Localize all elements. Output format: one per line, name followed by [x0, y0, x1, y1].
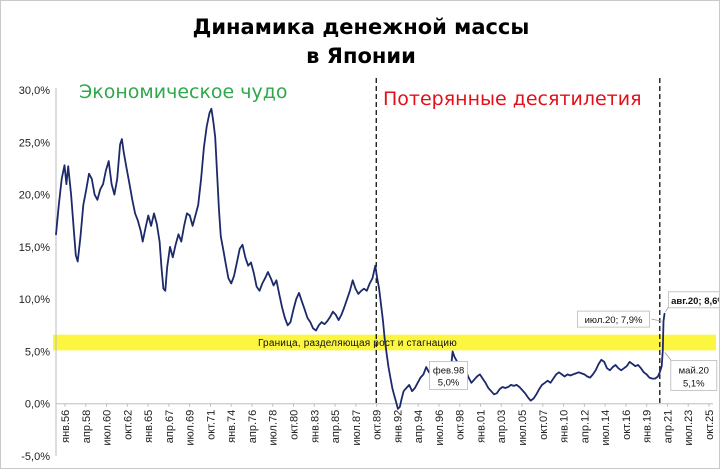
- era-label-lost-decades: Потерянные десятилетия: [383, 88, 642, 110]
- era-label-economic-miracle: Экономическое чудо: [79, 81, 288, 103]
- x-tick-label: июл.87: [351, 410, 363, 446]
- x-tick-label: окт.89: [372, 410, 384, 440]
- x-tick-label: апр.67: [164, 410, 176, 443]
- x-tick-label: июл.05: [517, 410, 529, 446]
- x-tick-label: апр.03: [496, 410, 508, 443]
- x-tick-label: июл.23: [683, 410, 695, 446]
- x-tick-label: окт.62: [122, 410, 134, 440]
- axes-layer: -5,0% 0,0% 5,0% 10,0% 15,0% 20,0% 25,0% 30,0% ян…: [19, 85, 716, 463]
- y-tick-label: 20,0%: [19, 190, 50, 202]
- y-tick-label: 0,0%: [25, 399, 50, 411]
- callout-feb98-label: фев.98: [433, 365, 464, 376]
- x-tick-label: июл.96: [434, 410, 446, 446]
- y-tick-label: 30,0%: [19, 85, 50, 97]
- callout-box-aug20: [668, 291, 719, 309]
- callout-may20-value: 5,1%: [683, 378, 705, 389]
- callout-aug20-text: авг.20; 8,6%: [671, 296, 719, 307]
- x-tick-label: апр.58: [81, 410, 93, 443]
- y-tick-label: 25,0%: [19, 137, 50, 149]
- x-tick-label: янв.74: [226, 410, 238, 443]
- x-tick-label: янв.65: [143, 410, 155, 443]
- x-tick-label: апр.12: [579, 410, 591, 443]
- series-layer: [55, 107, 666, 410]
- callout-box-may20: [670, 359, 718, 391]
- y-tick-label: 15,0%: [19, 242, 50, 254]
- x-tick-label: янв.10: [559, 410, 571, 443]
- x-tick-label: апр.94: [413, 410, 425, 443]
- x-tick-label: янв.56: [60, 410, 72, 443]
- callout-box-jul20: [577, 310, 650, 328]
- callout-may20-label: май.20: [679, 365, 709, 376]
- x-tick-label: июл.14: [600, 410, 612, 446]
- x-tick-label: янв.83: [309, 410, 321, 443]
- x-tick-label: июл.78: [268, 410, 280, 446]
- y-tick-label: 5,0%: [25, 346, 50, 358]
- x-tick-label: апр.85: [330, 410, 342, 443]
- chart-title-line-2: в Японии: [306, 44, 416, 68]
- x-tick-label: янв.01: [475, 410, 487, 443]
- annotation-layer: фев.985,0% июл.20; 7,9% авг.20; 8,6% май.20…: [429, 291, 719, 391]
- y-tick-label: -5,0%: [21, 451, 50, 463]
- x-tick-label: окт.80: [289, 410, 301, 440]
- callout-leader-jul20: [651, 318, 662, 322]
- x-tick-label: апр.76: [247, 410, 259, 443]
- callout-box-feb98: [429, 361, 468, 390]
- x-tick-label: окт.25: [704, 410, 716, 440]
- series-line-money-supply: [55, 107, 666, 410]
- x-tick-label: янв.19: [642, 410, 654, 443]
- x-tick-label: окт.71: [205, 410, 217, 440]
- x-tick-label: апр.21: [662, 410, 674, 443]
- callout-feb98-value: 5,0%: [438, 377, 460, 388]
- x-tick-label: янв.92: [392, 410, 404, 443]
- era-divider-layer: [375, 78, 661, 406]
- x-tick-label: окт.16: [621, 410, 633, 440]
- x-tick-label: окт.07: [538, 410, 550, 440]
- y-tick-label: 10,0%: [19, 294, 50, 306]
- x-tick-label: окт.98: [455, 410, 467, 440]
- x-tick-label: июл.69: [185, 410, 197, 446]
- chart-title-line-1: Динамика денежной массы: [193, 15, 530, 39]
- x-tick-label: июл.60: [102, 410, 114, 446]
- stagnation-band-label: Граница, разделяющая рост и стагнацию: [258, 338, 457, 349]
- callout-jul20-text: июл.20; 7,9%: [585, 315, 643, 326]
